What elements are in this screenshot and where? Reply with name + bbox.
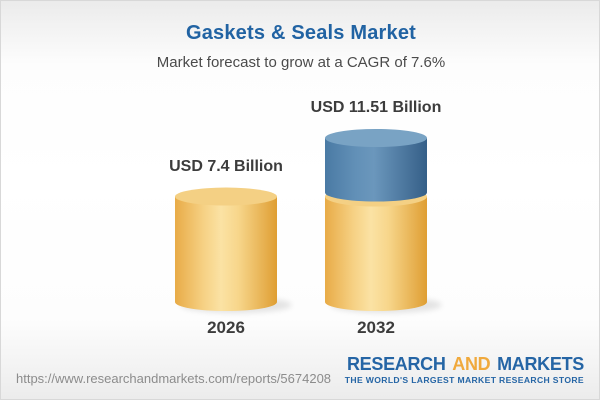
logo-word-and: AND (452, 354, 491, 374)
researchandmarkets-logo: RESEARCH AND MARKETS THE WORLD'S LARGEST… (284, 355, 585, 385)
value-label-2032: USD 11.51 Billion (310, 99, 442, 116)
logo-wordmark: RESEARCH AND MARKETS (284, 355, 584, 374)
cylinder-top-growth (325, 129, 427, 147)
cylinder-body-base (325, 196, 427, 302)
logo-tagline: THE WORLD'S LARGEST MARKET RESEARCH STOR… (344, 374, 584, 385)
axis-label-2026: 2026 (207, 318, 245, 337)
report-url: https://www.researchandmarkets.com/repor… (16, 371, 332, 386)
logo-word-markets: MARKETS (497, 354, 584, 374)
chart-subtitle: Market forecast to grow at a CAGR of 7.6… (156, 54, 446, 71)
cylinder-bottom-growth (325, 183, 427, 202)
cylinder-body-base (175, 196, 277, 302)
axis-label-2032: 2032 (357, 318, 395, 337)
cylinder-body-growth (325, 138, 427, 193)
logo-word-research: RESEARCH (346, 354, 446, 374)
value-label-2026: USD 7.4 Billion (169, 157, 283, 175)
chart-title: Gaskets & Seals Market (185, 22, 417, 44)
cylinder-top-base (175, 187, 277, 206)
cylinder-bottom-base (325, 293, 427, 311)
cylinder-bottom-base (175, 293, 277, 311)
